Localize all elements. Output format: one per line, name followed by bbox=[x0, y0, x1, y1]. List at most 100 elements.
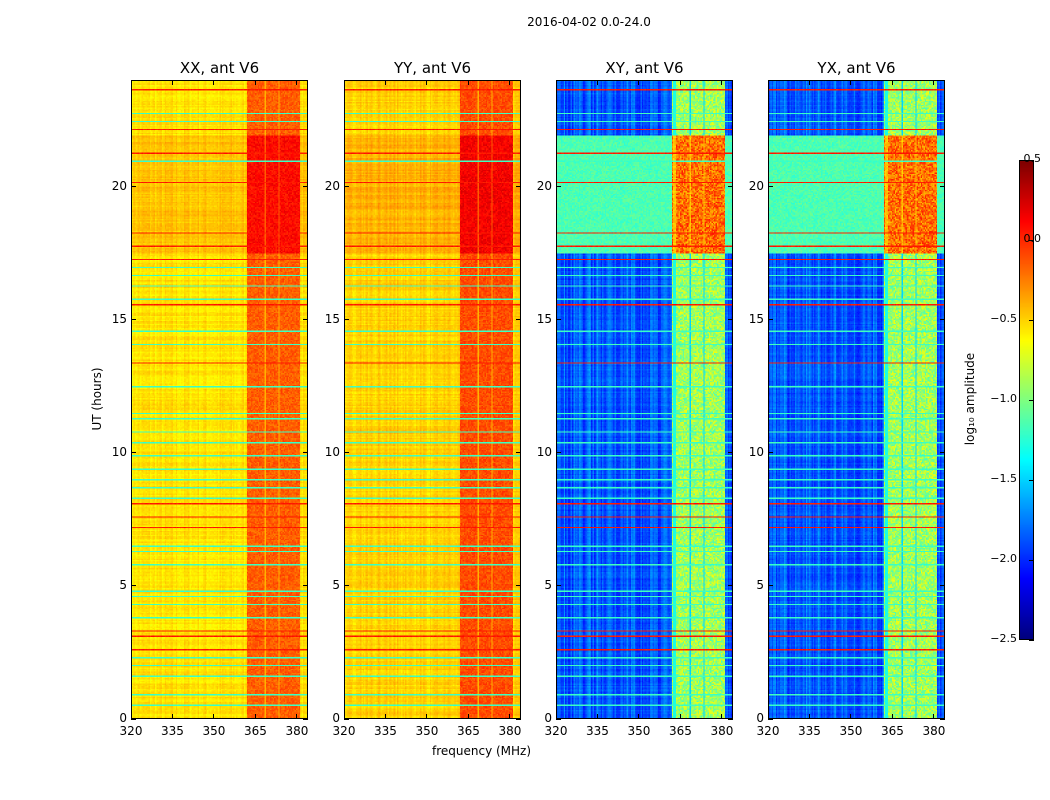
y-tick-label: 15 bbox=[111, 311, 127, 326]
x-tick-mark bbox=[767, 80, 769, 85]
x-tick-label: 320 bbox=[119, 724, 143, 738]
x-tick-mark bbox=[891, 714, 893, 719]
x-tick-mark bbox=[467, 714, 469, 719]
y-tick-mark bbox=[303, 718, 308, 720]
colorbar-tick-label: −1.5 bbox=[990, 472, 1017, 485]
y-tick-label: 0 bbox=[332, 711, 340, 725]
y-tick-mark bbox=[556, 585, 561, 587]
x-tick-label: 350 bbox=[202, 724, 226, 738]
x-tick-mark bbox=[384, 80, 386, 85]
x-tick-label: 320 bbox=[544, 724, 568, 738]
x-tick-mark bbox=[130, 714, 132, 719]
panel-title: YY, ant V6 bbox=[393, 59, 471, 77]
colorbar-tick-mark bbox=[1029, 239, 1034, 241]
x-tick-mark bbox=[891, 80, 893, 85]
y-tick-mark bbox=[344, 319, 349, 321]
colorbar-tick-mark bbox=[1029, 319, 1034, 321]
y-tick-label: 0 bbox=[756, 711, 764, 725]
x-tick-label: 365 bbox=[669, 724, 692, 738]
y-tick-mark bbox=[516, 718, 521, 720]
y-tick-mark bbox=[940, 452, 945, 454]
y-tick-mark bbox=[516, 452, 521, 454]
x-tick-label: 320 bbox=[332, 724, 356, 738]
y-tick-mark bbox=[303, 186, 308, 187]
y-tick-mark bbox=[131, 718, 136, 720]
colorbar-tick-label: 0.5 bbox=[1023, 152, 1042, 165]
y-tick-mark bbox=[516, 319, 521, 321]
x-tick-mark bbox=[933, 80, 935, 85]
y-tick-label: 15 bbox=[536, 311, 552, 326]
y-tick-mark bbox=[303, 585, 308, 587]
x-tick-mark bbox=[555, 80, 557, 85]
y-tick-mark bbox=[768, 452, 773, 454]
y-tick-label: 15 bbox=[748, 311, 764, 326]
y-tick-label: 5 bbox=[119, 577, 127, 592]
y-tick-label: 5 bbox=[756, 577, 764, 592]
y-tick-mark bbox=[303, 319, 308, 321]
colorbar-tick-mark bbox=[1029, 399, 1034, 401]
x-tick-mark bbox=[850, 80, 852, 85]
x-tick-mark bbox=[296, 80, 298, 85]
y-tick-mark bbox=[344, 452, 349, 454]
y-tick-mark bbox=[556, 452, 561, 454]
heatmap-panel bbox=[768, 80, 945, 719]
heatmap-image bbox=[769, 81, 944, 718]
y-tick-mark bbox=[344, 585, 349, 587]
x-tick-mark bbox=[850, 714, 852, 719]
y-tick-mark bbox=[728, 186, 733, 187]
x-tick-mark bbox=[213, 714, 215, 719]
y-tick-mark bbox=[516, 585, 521, 587]
x-tick-mark bbox=[254, 714, 256, 719]
x-tick-label: 335 bbox=[374, 724, 397, 738]
heatmap-panel bbox=[556, 80, 733, 719]
x-axis-label: frequency (MHz) bbox=[432, 744, 532, 758]
y-tick-mark bbox=[768, 186, 773, 187]
y-tick-mark bbox=[728, 319, 733, 321]
y-tick-mark bbox=[344, 186, 349, 187]
y-tick-mark bbox=[131, 452, 136, 454]
colorbar-tick-label: −2.0 bbox=[990, 552, 1017, 565]
x-tick-mark bbox=[343, 80, 345, 85]
y-tick-label: 20 bbox=[324, 178, 340, 193]
x-tick-label: 350 bbox=[839, 724, 863, 738]
x-tick-mark bbox=[933, 714, 935, 719]
x-tick-mark bbox=[509, 80, 511, 85]
x-tick-mark bbox=[509, 714, 511, 719]
y-tick-mark bbox=[303, 452, 308, 454]
x-tick-mark bbox=[638, 714, 640, 719]
x-tick-mark bbox=[426, 80, 428, 85]
x-tick-label: 365 bbox=[244, 724, 267, 738]
x-tick-label: 380 bbox=[498, 724, 522, 738]
y-tick-mark bbox=[940, 585, 945, 587]
y-tick-mark bbox=[131, 585, 136, 587]
y-tick-mark bbox=[728, 452, 733, 454]
y-tick-mark bbox=[768, 585, 773, 587]
x-tick-label: 380 bbox=[922, 724, 946, 738]
x-tick-mark bbox=[808, 80, 810, 85]
x-tick-label: 380 bbox=[285, 724, 309, 738]
y-tick-mark bbox=[728, 718, 733, 720]
heatmap-image bbox=[557, 81, 732, 718]
x-tick-mark bbox=[343, 714, 345, 719]
y-tick-mark bbox=[556, 186, 561, 187]
colorbar-tick-mark bbox=[1029, 159, 1034, 161]
panel-title: XY, ant V6 bbox=[605, 59, 684, 77]
heatmap-image bbox=[345, 81, 520, 718]
y-tick-label: 10 bbox=[748, 444, 764, 459]
heatmap-image bbox=[132, 81, 307, 718]
x-tick-mark bbox=[213, 80, 215, 85]
y-tick-mark bbox=[131, 186, 136, 187]
x-tick-mark bbox=[130, 80, 132, 85]
x-tick-mark bbox=[808, 714, 810, 719]
x-tick-mark bbox=[426, 714, 428, 719]
y-tick-label: 20 bbox=[111, 178, 127, 193]
x-tick-mark bbox=[721, 80, 723, 85]
x-tick-label: 350 bbox=[415, 724, 439, 738]
colorbar-tick-mark bbox=[1029, 639, 1034, 641]
figure-title: 2016-04-02 0.0-24.0 bbox=[527, 15, 651, 29]
x-tick-mark bbox=[555, 714, 557, 719]
y-tick-label: 15 bbox=[324, 311, 340, 326]
colorbar-tick-mark bbox=[1029, 479, 1034, 481]
x-tick-label: 380 bbox=[710, 724, 734, 738]
